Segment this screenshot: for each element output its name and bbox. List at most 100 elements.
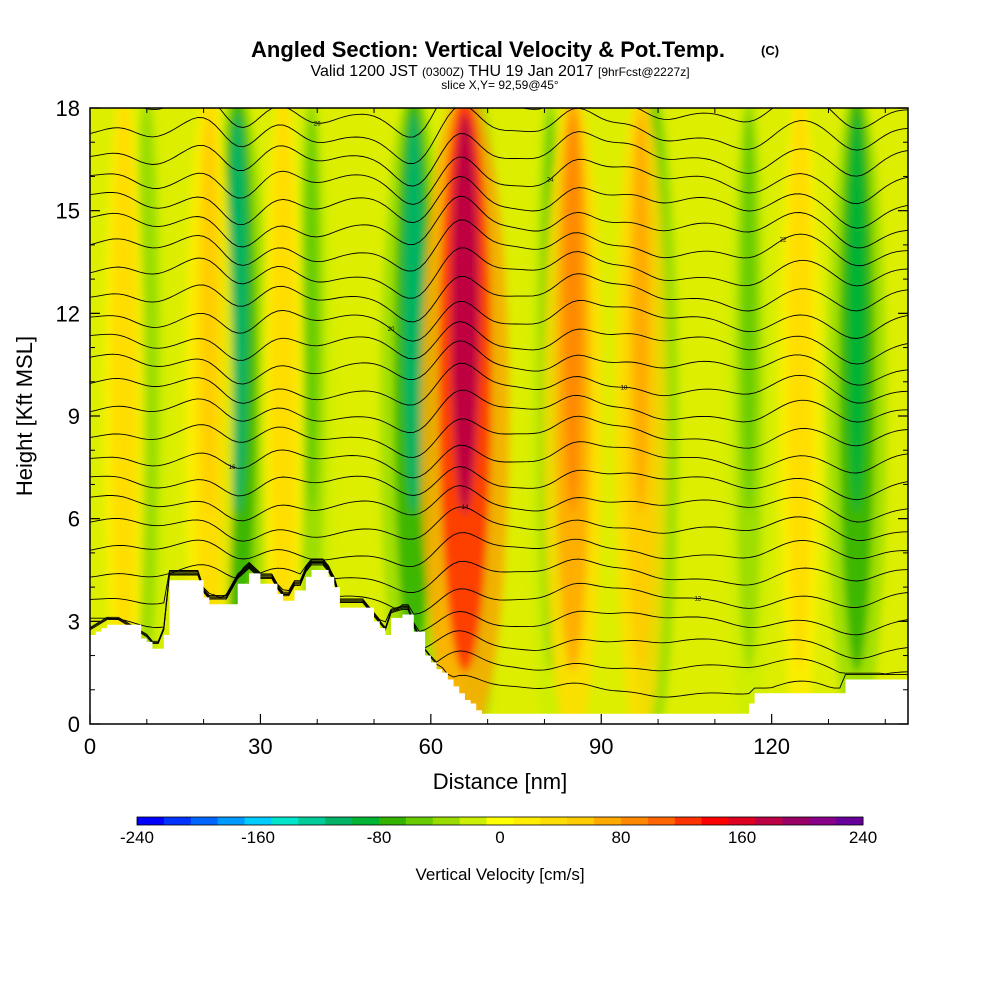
colorbar-swatch [379, 817, 407, 825]
isentrope-label: 22 [780, 238, 787, 244]
isentrope-line [90, 195, 908, 249]
isentrope-line [90, 362, 908, 406]
colorbar-swatch [325, 817, 353, 825]
isentrope-contours: 101214161820222426 [90, 108, 908, 698]
isentrope-label: 14 [462, 505, 469, 511]
colorbar-tick-label: 80 [612, 828, 631, 847]
isentrope-label: 24 [547, 177, 554, 183]
isentrope-line [90, 564, 908, 698]
velocity-cell [847, 113, 867, 514]
isentrope-line [90, 108, 908, 165]
isentrope-line [90, 441, 908, 479]
colorbar-swatch [190, 817, 219, 825]
isentrope-line [90, 558, 908, 593]
velocity-cell [741, 113, 757, 514]
colorbar-swatch [701, 817, 730, 825]
y-tick-label: 12 [56, 301, 80, 326]
isentrope-line [90, 415, 908, 458]
isentrope-label: 16 [229, 465, 236, 471]
isentrope-label: 12 [694, 596, 701, 602]
colorbar-swatch [352, 817, 380, 825]
isentrope-line [90, 321, 908, 365]
colorbar-swatch [836, 817, 864, 825]
colorbar-tick-label: 240 [849, 828, 877, 847]
colorbar-swatch [782, 817, 810, 825]
subtitle-valid: Valid 1200 JST [310, 63, 418, 80]
x-tick-label: 30 [248, 734, 272, 759]
isentrope-line [90, 562, 908, 660]
colorbar-tick-label: 160 [728, 828, 756, 847]
velocity-cell [632, 113, 650, 514]
x-axis-label: Distance [nm] [433, 769, 568, 794]
colorbar-label: Vertical Velocity [cm/s] [415, 865, 584, 884]
colorbar-swatch [513, 817, 541, 825]
isentrope-label: 20 [388, 327, 395, 333]
isentrope-label: 18 [621, 385, 628, 391]
isentrope-line [90, 389, 908, 433]
isentrope-line [90, 156, 908, 205]
isentrope-line [90, 506, 908, 542]
isentrope-line [90, 560, 908, 636]
colorbar-swatch [217, 817, 246, 825]
y-tick-label: 0 [68, 712, 80, 737]
colorbar-tick-label: -80 [367, 828, 392, 847]
y-tick-label: 3 [68, 609, 80, 634]
colorbar-tick-label: -160 [241, 828, 275, 847]
isentrope-line [90, 559, 908, 615]
velocity-cell [276, 113, 290, 514]
colorbar-swatch [244, 817, 272, 825]
y-tick-label: 6 [68, 507, 80, 532]
isentrope-line [90, 299, 908, 342]
velocity-cell [201, 113, 217, 514]
colorbar-swatch [540, 817, 568, 825]
chart-subtitle: Valid 1200 JST (0300Z) THU 19 Jan 2017 [… [310, 63, 689, 80]
colorbar-swatch [809, 817, 837, 825]
terrain-mask [90, 570, 908, 724]
colorbar-tick-label: -240 [120, 828, 154, 847]
colorbar-ticks: -240 -160 -80 0 80 160 240 [120, 828, 877, 847]
x-tick-label: 120 [753, 734, 790, 759]
colorbar-swatch [432, 817, 461, 825]
isentrope-line [142, 108, 908, 138]
x-axis: 0 30 60 90 120 [84, 108, 886, 759]
colorbar-swatch [674, 817, 703, 825]
x-tick-label: 90 [589, 734, 613, 759]
x-tick-label: 60 [419, 734, 443, 759]
colorbar-swatch [298, 817, 326, 825]
subtitle-utc: (0300Z) [422, 65, 464, 79]
colorbar-swatch [567, 817, 595, 825]
plot-area: 101214161820222426 [90, 108, 908, 724]
isentrope-line [90, 273, 908, 323]
chart-slice-label: slice X,Y= 92,59@45° [441, 78, 559, 92]
x-tick-label: 0 [84, 734, 96, 759]
velocity-cell [304, 113, 319, 514]
colorbar-swatch [137, 817, 165, 825]
y-tick-label: 15 [56, 199, 80, 224]
colorbar-swatch [163, 817, 192, 825]
colorbar-swatch [647, 817, 676, 825]
isentrope-line [90, 485, 908, 523]
colorbar-swatch [271, 817, 299, 825]
isentrope-line [90, 563, 908, 675]
y-tick-label: 18 [56, 96, 80, 121]
chart-title-unit: (C) [761, 43, 779, 58]
y-tick-label: 9 [68, 404, 80, 429]
isentrope-line [90, 219, 908, 272]
isentrope-line [90, 247, 908, 299]
velocity-cell [563, 113, 583, 514]
colorbar-swatch [405, 817, 434, 825]
colorbar-swatch [486, 817, 514, 825]
colorbar-frame [136, 816, 864, 826]
y-axis: 0 3 6 9 12 15 18 [56, 96, 908, 737]
colorbar [136, 816, 864, 826]
y-axis-label: Height [Kft MSL] [12, 336, 37, 496]
subtitle-date: THU 19 Jan 2017 [468, 63, 594, 80]
colorbar-swatch [755, 817, 783, 825]
isentrope-line [90, 131, 908, 187]
velocity-cell [117, 113, 131, 514]
colorbar-swatch [621, 817, 649, 825]
colorbar-swatch [594, 817, 622, 825]
colorbar-swatch [728, 817, 756, 825]
colorbar-swatch [459, 817, 488, 825]
